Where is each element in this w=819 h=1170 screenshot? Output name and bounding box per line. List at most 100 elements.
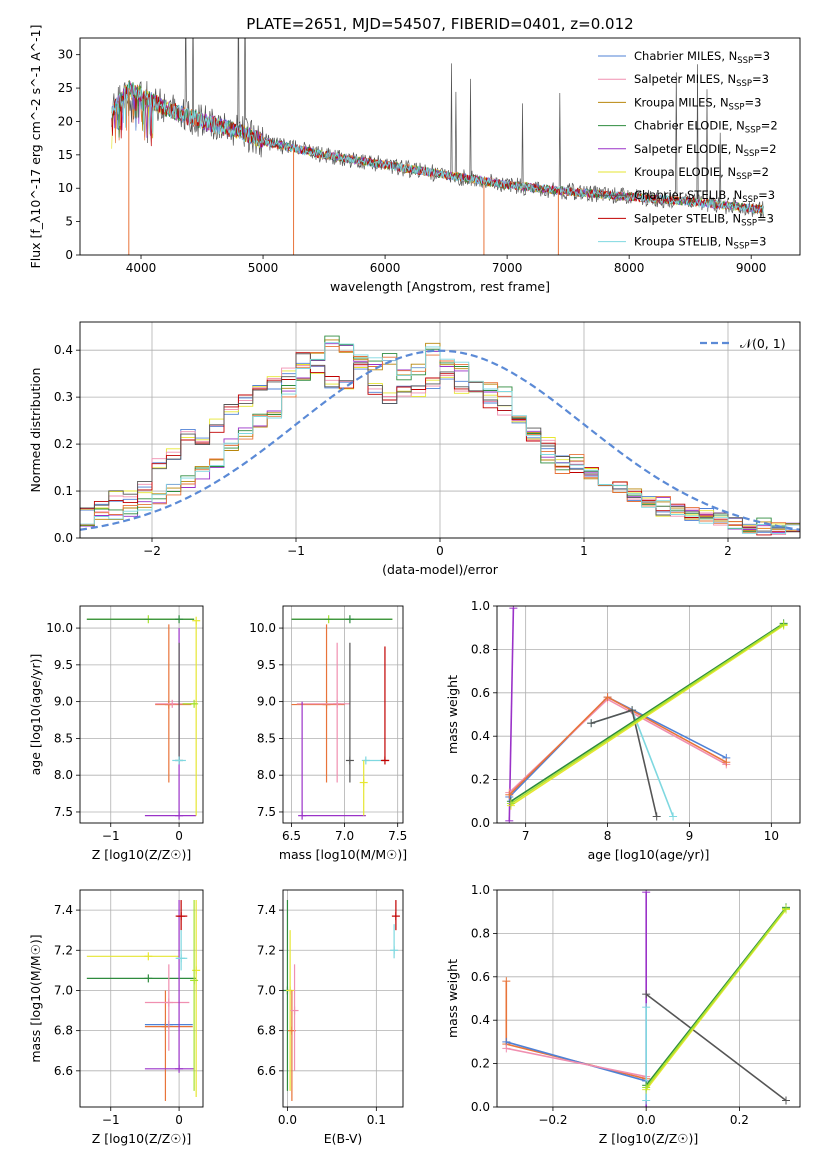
y-tick-label: 9.5: [54, 658, 73, 672]
errorbar-point: [345, 642, 354, 783]
legend-gaussian-label: 𝒩(0, 1): [740, 336, 786, 351]
y-tick-label: 0.2: [54, 437, 73, 451]
y-tick-label: 8.5: [54, 731, 73, 745]
errorbar-point: [190, 900, 199, 1091]
y-tick-label: 6.6: [257, 1064, 276, 1078]
errorbars: [86, 615, 201, 820]
errorbar-point: [286, 930, 295, 1091]
y-tick-label: 0.3: [54, 390, 73, 404]
x-tick-label: 4000: [126, 261, 157, 275]
errorbar-point: [144, 964, 190, 1051]
x-tick-label: 0: [175, 829, 183, 843]
legend-name: Salpeter ELODIE, N: [634, 142, 744, 156]
y-tick-label: 10.0: [249, 621, 276, 635]
legend-name: Kroupa STELIB, N: [634, 235, 734, 249]
errorbar-point: [144, 900, 195, 1073]
legend-name: Salpeter MILES, N: [634, 72, 736, 86]
errorbar-point: [192, 900, 201, 1097]
errorbars: [291, 615, 393, 820]
legend-value: =3: [749, 235, 766, 249]
y-tick-label: 0.2: [471, 773, 490, 787]
y-tick-label: 0.2: [471, 1057, 490, 1071]
legend-value: =2: [760, 142, 777, 156]
legend-label: Chabrier ELODIE, NSSP=2: [634, 119, 778, 136]
legend-value: =3: [744, 95, 761, 109]
legend-value: =2: [752, 165, 769, 179]
x-tick-label: 6.5: [282, 829, 301, 843]
weight-series: [510, 624, 785, 807]
x-tick-label: −2: [143, 544, 161, 558]
y-tick-label: 0.1: [54, 484, 73, 498]
errorbar-point: [390, 924, 399, 959]
weight-series: [645, 993, 787, 1102]
y-tick-label: 9.5: [257, 658, 276, 672]
y-tick-label: 0.4: [471, 729, 490, 743]
axes-frame: [282, 605, 404, 824]
y-axis-label: Normed distribution: [28, 368, 43, 493]
legend-subscript: SSP: [736, 79, 752, 89]
weight-lines: [505, 606, 788, 823]
panel-6: 0.0 0.1 6.6 6.8 7.0 7.2 7.4 E(B-V): [257, 889, 404, 1146]
weight-series: [510, 623, 785, 805]
weight-series: [510, 622, 785, 802]
y-tick-label: 0.8: [471, 926, 490, 940]
panel-4: 7 8 9 10 0.0 0.2 0.4 0.6 0.8 1.0 age [log10(age/yr…: [445, 599, 801, 862]
y-tick-label: 8.0: [54, 768, 73, 782]
legend-subscript: SSP: [745, 126, 761, 136]
x-tick-label: −1: [287, 544, 305, 558]
legend-value: =3: [752, 72, 769, 86]
axes-frame: [79, 321, 801, 539]
legend-value: =3: [758, 188, 775, 202]
legend-name: Chabrier MILES, N: [634, 49, 737, 63]
axes-frame: [496, 889, 801, 1108]
legend-label: Salpeter STELIB, NSSP=3: [634, 211, 774, 228]
x-axis-label: age [log10(age/yr)]: [588, 847, 710, 862]
x-tick-label: 7.5: [388, 829, 407, 843]
errorbar-point: [298, 701, 366, 820]
x-tick-label: 0.1: [367, 1113, 386, 1127]
axes-frame: [496, 605, 801, 824]
y-tick-label: 0.8: [471, 642, 490, 656]
gaussian-curve: [80, 349, 800, 531]
y-axis-label: mass weight: [445, 675, 460, 754]
y-tick-label: 0.0: [471, 1100, 490, 1114]
y-tick-label: 8.0: [257, 768, 276, 782]
x-tick-label: 0: [436, 544, 444, 558]
x-tick-label: 9: [686, 829, 694, 843]
y-tick-label: 0: [65, 248, 73, 262]
errorbar-point: [359, 760, 368, 816]
weight-lines: [502, 890, 791, 1107]
axes-frame: [282, 889, 404, 1108]
x-tick-label: 10: [764, 829, 779, 843]
y-tick-label: 6.8: [257, 1024, 276, 1038]
y-tick-label: 0.0: [471, 816, 490, 830]
errorbar-point: [380, 646, 390, 765]
histogram-chabrier-stelib: [80, 353, 800, 533]
y-tick-label: 30: [58, 48, 73, 62]
legend-label: Salpeter ELODIE, NSSP=2: [634, 142, 777, 159]
y-tick-label: 7.5: [54, 805, 73, 819]
x-tick-label: 6000: [370, 261, 401, 275]
legend-label: Chabrier MILES, NSSP=3: [634, 49, 770, 66]
legend-label: Chabrier STELIB, NSSP=3: [634, 188, 775, 205]
x-tick-label: 0.2: [730, 1113, 749, 1127]
y-tick-label: 9.0: [257, 695, 276, 709]
legend-value: =3: [757, 211, 774, 225]
errorbar-point: [391, 900, 400, 931]
x-tick-label: 5000: [248, 261, 279, 275]
x-tick-label: 0.0: [637, 1113, 656, 1127]
legend-subscript: SSP: [741, 218, 757, 228]
panel-0: 4000 5000 6000 7000 8000 9000 0 5 10 15 20 25 30 wave…: [28, 25, 801, 294]
x-tick-label: 7.0: [335, 829, 354, 843]
errorbar-point: [86, 952, 180, 961]
y-tick-label: 0.4: [54, 343, 73, 357]
y-tick-label: 20: [58, 114, 73, 128]
legend-label: Salpeter MILES, NSSP=3: [634, 72, 769, 89]
legend-name: Kroupa ELODIE, N: [634, 165, 736, 179]
panel-7: −0.2 0.0 0.2 0.0 0.2 0.4 0.6 0.8 1.0 Z [log10(Z/Z…: [445, 883, 801, 1146]
x-tick-label: 8: [604, 829, 612, 843]
legend-name: Chabrier ELODIE, N: [634, 119, 745, 133]
legend-label: Kroupa STELIB, NSSP=3: [634, 235, 766, 252]
